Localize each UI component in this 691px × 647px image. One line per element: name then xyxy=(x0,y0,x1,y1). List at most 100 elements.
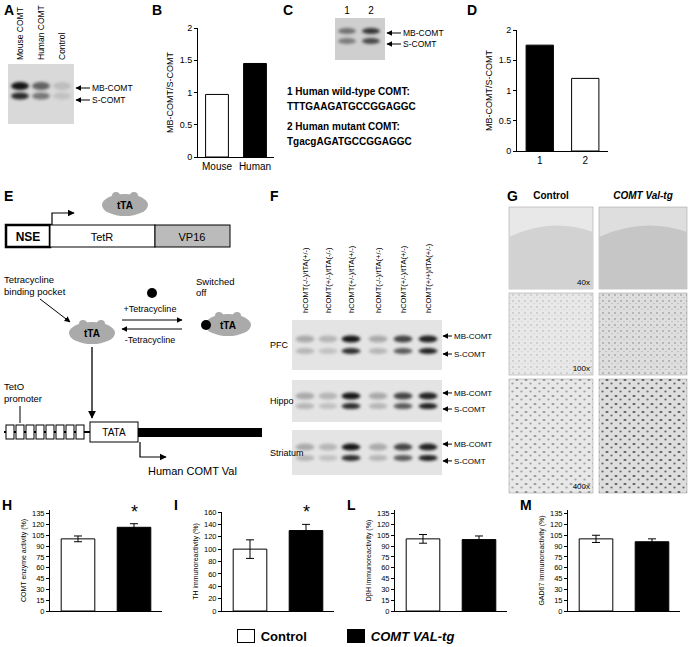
svg-text:40: 40 xyxy=(208,582,216,591)
svg-text:TgacgAGATGCCGGAGGC: TgacgAGATGCCGGAGGC xyxy=(287,136,412,147)
svg-text:45: 45 xyxy=(554,574,562,583)
svg-text:2: 2 xyxy=(187,23,192,33)
svg-text:TATA: TATA xyxy=(102,427,126,438)
svg-text:MB-COMT: MB-COMT xyxy=(454,440,492,449)
svg-text:0: 0 xyxy=(40,607,44,616)
svg-text:0: 0 xyxy=(506,146,511,156)
svg-text:2 Human mutant COMT:: 2 Human mutant COMT: xyxy=(287,121,400,132)
svg-text:NSE: NSE xyxy=(16,230,41,244)
svg-text:105: 105 xyxy=(377,531,390,540)
svg-text:Human COMT: Human COMT xyxy=(36,5,46,60)
svg-text:135: 135 xyxy=(550,509,563,518)
svg-text:COMT enzyme activity (%): COMT enzyme activity (%) xyxy=(20,519,28,602)
svg-text:0.5: 0.5 xyxy=(499,116,512,126)
svg-text:40x: 40x xyxy=(577,278,590,287)
svg-text:tTA: tTA xyxy=(84,328,100,339)
svg-text:+Tetracycline: +Tetracycline xyxy=(124,304,177,314)
svg-text:120: 120 xyxy=(377,520,390,529)
svg-text:0: 0 xyxy=(187,152,192,162)
svg-text:120: 120 xyxy=(204,532,217,541)
svg-text:Tetracycline: Tetracycline xyxy=(4,274,54,285)
svg-text:80: 80 xyxy=(208,557,216,566)
svg-text:hCOMT(+/+)/tTA(+/-): hCOMT(+/+)/tTA(+/-) xyxy=(424,243,433,313)
svg-text:MB-COMT/S-COMT: MB-COMT/S-COMT xyxy=(165,52,175,133)
svg-text:S-COMT: S-COMT xyxy=(403,39,437,49)
svg-text:S-COMT: S-COMT xyxy=(454,457,486,466)
svg-text:120: 120 xyxy=(32,520,45,529)
svg-text:hCOMT(-/-)/tTA(+/-): hCOMT(-/-)/tTA(+/-) xyxy=(374,247,383,313)
svg-text:Hippo: Hippo xyxy=(270,396,294,406)
svg-text:*: * xyxy=(131,502,138,522)
svg-text:MB-COMT: MB-COMT xyxy=(454,389,492,398)
svg-text:MB-COMT: MB-COMT xyxy=(403,28,444,38)
svg-text:15: 15 xyxy=(381,596,389,605)
svg-text:1 Human wild-type COMT:: 1 Human wild-type COMT: xyxy=(287,86,410,97)
svg-text:Control: Control xyxy=(57,32,67,60)
svg-text:400x: 400x xyxy=(573,482,590,491)
svg-text:Control: Control xyxy=(533,190,569,201)
svg-text:0: 0 xyxy=(385,607,389,616)
svg-text:120: 120 xyxy=(550,520,563,529)
svg-text:105: 105 xyxy=(32,531,45,540)
svg-text:135: 135 xyxy=(32,509,45,518)
svg-text:75: 75 xyxy=(554,553,562,562)
svg-text:160: 160 xyxy=(204,508,217,517)
svg-text:MB-COMT/S-COMT: MB-COMT/S-COMT xyxy=(484,50,494,131)
svg-text:Human: Human xyxy=(239,161,271,172)
svg-text:TTTGAAGATGCCGGAGGC: TTTGAAGATGCCGGAGGC xyxy=(287,101,416,112)
svg-text:COMT Val-tg: COMT Val-tg xyxy=(613,190,673,201)
svg-text:2: 2 xyxy=(368,5,374,16)
svg-text:tTA: tTA xyxy=(220,320,236,331)
svg-text:100: 100 xyxy=(204,545,217,554)
svg-text:DβH immunoreactivity (%): DβH immunoreactivity (%) xyxy=(365,520,373,601)
svg-text:off: off xyxy=(196,287,207,298)
svg-text:TH immunoreactivity (%): TH immunoreactivity (%) xyxy=(192,523,200,600)
svg-text:45: 45 xyxy=(381,574,389,583)
svg-text:Mouse COMT: Mouse COMT xyxy=(15,7,25,60)
svg-text:75: 75 xyxy=(36,553,44,562)
svg-text:hCOMT(+/-)/tTA(-/-): hCOMT(+/-)/tTA(-/-) xyxy=(324,247,333,313)
svg-text:TetR: TetR xyxy=(91,231,114,243)
svg-text:15: 15 xyxy=(36,596,44,605)
svg-text:20: 20 xyxy=(208,594,216,603)
svg-text:90: 90 xyxy=(381,542,389,551)
svg-text:1.5: 1.5 xyxy=(180,55,193,65)
svg-text:0: 0 xyxy=(558,607,562,616)
svg-text:S-COMT: S-COMT xyxy=(92,95,126,105)
svg-text:tTA: tTA xyxy=(117,200,133,211)
svg-text:1: 1 xyxy=(506,86,511,96)
svg-text:135: 135 xyxy=(377,509,390,518)
svg-text:90: 90 xyxy=(36,542,44,551)
svg-text:30: 30 xyxy=(554,585,562,594)
svg-text:Striatum: Striatum xyxy=(270,448,304,458)
svg-text:140: 140 xyxy=(204,520,217,529)
svg-text:Switched: Switched xyxy=(196,276,235,287)
svg-text:60: 60 xyxy=(554,563,562,572)
svg-text:15: 15 xyxy=(554,596,562,605)
svg-text:100x: 100x xyxy=(573,364,590,373)
svg-text:-Tetracycline: -Tetracycline xyxy=(125,335,176,345)
svg-text:S-COMT: S-COMT xyxy=(454,405,486,414)
svg-text:GAD67 immunoreactivity (%): GAD67 immunoreactivity (%) xyxy=(538,515,546,605)
svg-text:promoter: promoter xyxy=(4,393,42,404)
svg-text:Mouse: Mouse xyxy=(202,161,232,172)
svg-text:MB-COMT: MB-COMT xyxy=(92,83,133,93)
svg-text:1: 1 xyxy=(187,88,192,98)
svg-text:TetO: TetO xyxy=(4,381,24,392)
svg-text:*: * xyxy=(303,502,310,522)
svg-text:Human COMT Val: Human COMT Val xyxy=(148,465,237,477)
svg-text:30: 30 xyxy=(36,585,44,594)
svg-text:45: 45 xyxy=(36,574,44,583)
svg-text:VP16: VP16 xyxy=(179,231,206,243)
svg-text:2: 2 xyxy=(506,25,511,35)
svg-text:90: 90 xyxy=(554,542,562,551)
svg-text:hCOMT(+/-)/tTA(+/-): hCOMT(+/-)/tTA(+/-) xyxy=(347,245,356,313)
svg-text:0.5: 0.5 xyxy=(180,120,193,130)
svg-text:S-COMT: S-COMT xyxy=(454,350,486,359)
svg-text:hCOMT(-/-)/tTA(+/-): hCOMT(-/-)/tTA(+/-) xyxy=(301,247,310,313)
svg-text:binding pocket: binding pocket xyxy=(4,286,66,297)
svg-text:1.5: 1.5 xyxy=(499,55,512,65)
svg-text:2: 2 xyxy=(582,155,588,166)
svg-text:60: 60 xyxy=(208,570,216,579)
svg-text:30: 30 xyxy=(381,585,389,594)
